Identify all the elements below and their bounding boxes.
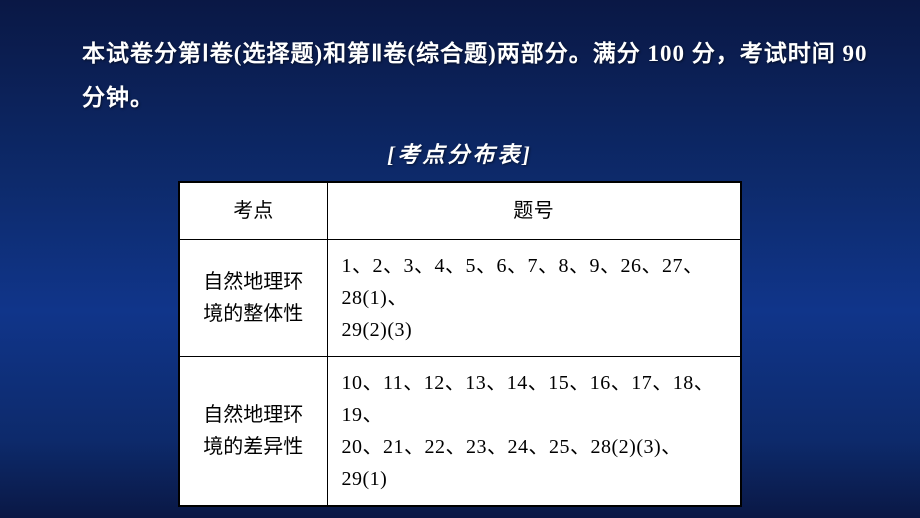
topic-1-line1: 自然地理环: [203, 271, 303, 293]
numbers-2-line2: 20、21、22、23、24、25、28(2)(3)、29(1): [342, 436, 682, 490]
cell-numbers-2: 10、11、12、13、14、15、16、17、18、19、 20、21、22、…: [327, 357, 741, 507]
topic-1-line2: 境的整体性: [203, 303, 303, 325]
exam-intro-text: 本试卷分第Ⅰ卷(选择题)和第Ⅱ卷(综合题)两部分。满分 100 分，考试时间 9…: [0, 0, 920, 119]
table-header-row: 考点 题号: [179, 182, 741, 240]
header-topic: 考点: [179, 182, 327, 240]
numbers-1-line1: 1、2、3、4、5、6、7、8、9、26、27、28(1)、: [342, 255, 704, 309]
cell-numbers-1: 1、2、3、4、5、6、7、8、9、26、27、28(1)、 29(2)(3): [327, 240, 741, 357]
cell-topic-1: 自然地理环 境的整体性: [179, 240, 327, 357]
table-wrapper: 考点 题号 自然地理环 境的整体性 1、2、3、4、5、6、7、8、9、26、2…: [0, 181, 920, 507]
topic-distribution-table: 考点 题号 自然地理环 境的整体性 1、2、3、4、5、6、7、8、9、26、2…: [178, 181, 742, 507]
numbers-1-line2: 29(2)(3): [342, 319, 413, 341]
topic-2-line1: 自然地理环: [203, 404, 303, 426]
numbers-2-line1: 10、11、12、13、14、15、16、17、18、19、: [342, 372, 715, 426]
table-row: 自然地理环 境的差异性 10、11、12、13、14、15、16、17、18、1…: [179, 357, 741, 507]
topic-2-line2: 境的差异性: [203, 436, 303, 458]
header-numbers: 题号: [327, 182, 741, 240]
table-title: [考点分布表]: [0, 137, 920, 169]
table-row: 自然地理环 境的整体性 1、2、3、4、5、6、7、8、9、26、27、28(1…: [179, 240, 741, 357]
cell-topic-2: 自然地理环 境的差异性: [179, 357, 327, 507]
